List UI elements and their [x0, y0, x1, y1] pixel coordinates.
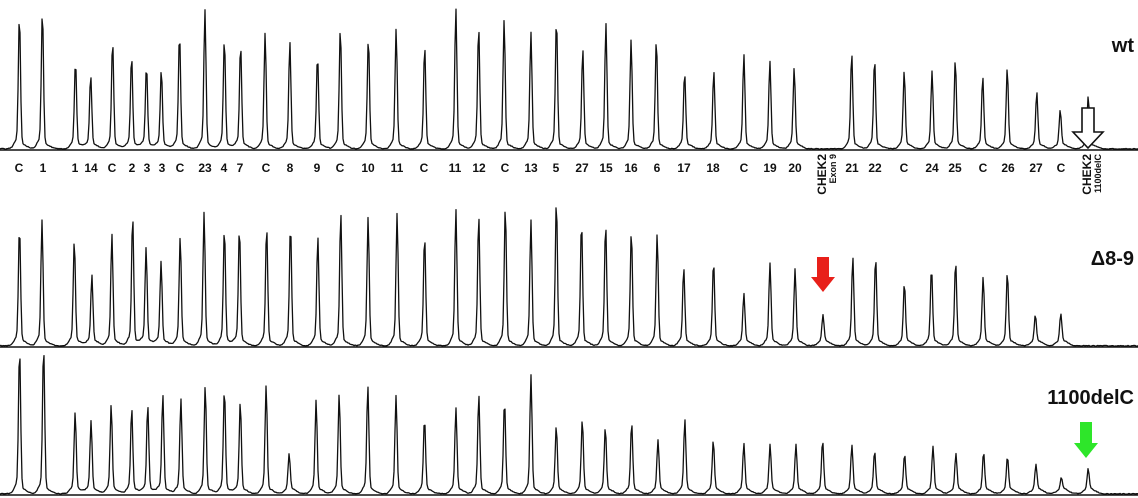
peak-1-24	[554, 24, 558, 28]
probe-label: 12	[472, 161, 486, 175]
probe-label: C	[979, 161, 988, 175]
trace-panel-1	[0, 8, 1138, 151]
panel-label-1: wt	[1111, 35, 1135, 57]
probe-label: 17	[677, 161, 691, 175]
probe-label: 18	[706, 161, 720, 175]
peak-2-1	[17, 233, 21, 237]
probe-label: C	[740, 161, 749, 175]
green-arrow-icon	[1074, 422, 1098, 458]
probe-label: C	[176, 161, 185, 175]
probe-label: 6	[654, 161, 661, 175]
probe-label: 21	[845, 161, 859, 175]
probe-label: C	[15, 161, 24, 175]
probe-label: C	[420, 161, 429, 175]
probe-label: 4	[221, 161, 228, 175]
probe-label: 1	[72, 161, 79, 175]
probe-label: CHEK2	[1080, 154, 1094, 195]
probe-label: 27	[575, 161, 589, 175]
probe-label: 25	[948, 161, 962, 175]
probe-label: C	[1057, 161, 1066, 175]
probe-label: 3	[144, 161, 151, 175]
probe-label: 9	[314, 161, 321, 175]
trace-panel-3	[0, 354, 1138, 496]
probe-label: 23	[198, 161, 212, 175]
probe-label: 8	[287, 161, 294, 175]
probe-label: 27	[1029, 161, 1043, 175]
peak-1-9	[178, 39, 182, 43]
probe-label: 15	[599, 161, 613, 175]
probe-label: CHEK2	[815, 154, 829, 195]
signal-trace	[0, 207, 1138, 347]
signal-trace	[0, 354, 1138, 495]
probe-label: C	[501, 161, 510, 175]
probe-label: C	[108, 161, 117, 175]
probe-label: 22	[868, 161, 882, 175]
red-arrow-icon	[811, 257, 835, 292]
probe-label: C	[262, 161, 271, 175]
probe-label: 11	[391, 161, 404, 175]
probe-label: C	[900, 161, 909, 175]
probe-sublabel: 1100delC	[1093, 154, 1103, 194]
trace-panel-2	[0, 207, 1138, 348]
hollow-arrow-icon	[1071, 107, 1105, 150]
probe-label: 24	[925, 161, 939, 175]
probe-label: 5	[553, 161, 560, 175]
probe-label: 19	[763, 161, 777, 175]
panel-label-3: 1100delC	[1047, 387, 1134, 409]
probe-label: 16	[624, 161, 638, 175]
probe-label: 20	[788, 161, 802, 175]
probe-label: 13	[524, 161, 538, 175]
probe-label: C	[336, 161, 345, 175]
probe-label: 11	[449, 161, 462, 175]
probe-label: 10	[361, 161, 375, 175]
probe-label: 3	[159, 161, 166, 175]
probe-label: 2	[129, 161, 136, 175]
probe-label: 7	[237, 161, 244, 175]
probe-label: 26	[1001, 161, 1015, 175]
signal-trace	[0, 8, 1138, 150]
peak-2-14	[288, 231, 292, 235]
panel-label-2: Δ8-9	[1091, 248, 1134, 270]
probe-sublabel: Exon 9	[828, 154, 838, 184]
probe-label: 14	[84, 161, 98, 175]
peak-2-25	[580, 228, 584, 232]
probe-label: 1	[40, 161, 47, 175]
